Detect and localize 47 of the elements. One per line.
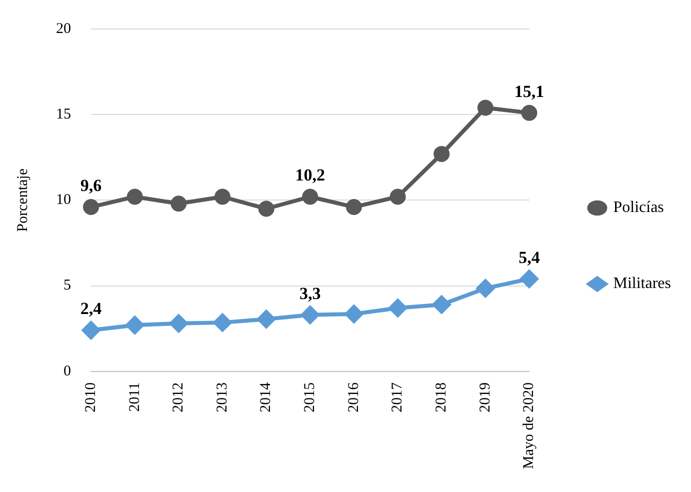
data-label: 15,1 xyxy=(514,82,544,101)
point xyxy=(434,146,450,162)
y-tick-label: 15 xyxy=(56,106,71,123)
point xyxy=(126,316,144,334)
point xyxy=(520,270,538,288)
point xyxy=(170,196,187,212)
point xyxy=(257,310,276,328)
data-label: 5,4 xyxy=(518,248,540,267)
point xyxy=(302,188,318,205)
point xyxy=(521,104,538,121)
x-tick-label: 2017 xyxy=(390,382,406,412)
data-label: 9,6 xyxy=(80,176,102,195)
y-tick-label: 0 xyxy=(64,363,71,380)
point xyxy=(432,296,451,314)
data-label: 10,2 xyxy=(295,166,325,185)
y-tick-label: 5 xyxy=(64,278,71,294)
point xyxy=(301,306,320,324)
y-axis-title: Porcentaje xyxy=(14,168,31,232)
x-tick-label: Mayo de 2020 xyxy=(521,382,538,470)
point xyxy=(258,200,274,217)
y-tick-label: 20 xyxy=(56,20,71,37)
x-tick-label: 2018 xyxy=(434,382,450,412)
point xyxy=(82,321,100,340)
point xyxy=(126,188,143,205)
x-tick-label: 2014 xyxy=(258,382,274,412)
data-label: 2,4 xyxy=(80,299,102,318)
point xyxy=(214,188,230,205)
x-tick-label: 2012 xyxy=(170,382,187,412)
point xyxy=(390,188,406,205)
point xyxy=(170,314,188,332)
y-tick-label: 10 xyxy=(56,192,71,208)
point xyxy=(476,279,494,298)
x-tick-label: 2013 xyxy=(214,382,230,412)
point xyxy=(83,199,99,216)
point xyxy=(344,305,363,324)
point xyxy=(346,199,362,216)
legend-label: Militares xyxy=(613,275,671,292)
point xyxy=(477,100,494,116)
point xyxy=(213,314,232,332)
x-tick-label: 2019 xyxy=(477,382,494,412)
data-label: 3,3 xyxy=(299,284,321,303)
x-tick-label: 2015 xyxy=(302,382,318,412)
legend-label: Policías xyxy=(613,199,664,216)
point xyxy=(388,299,407,318)
x-tick-label: 2010 xyxy=(82,382,99,412)
x-tick-label: 2016 xyxy=(346,382,362,412)
x-tick-label: 2011 xyxy=(126,382,143,412)
